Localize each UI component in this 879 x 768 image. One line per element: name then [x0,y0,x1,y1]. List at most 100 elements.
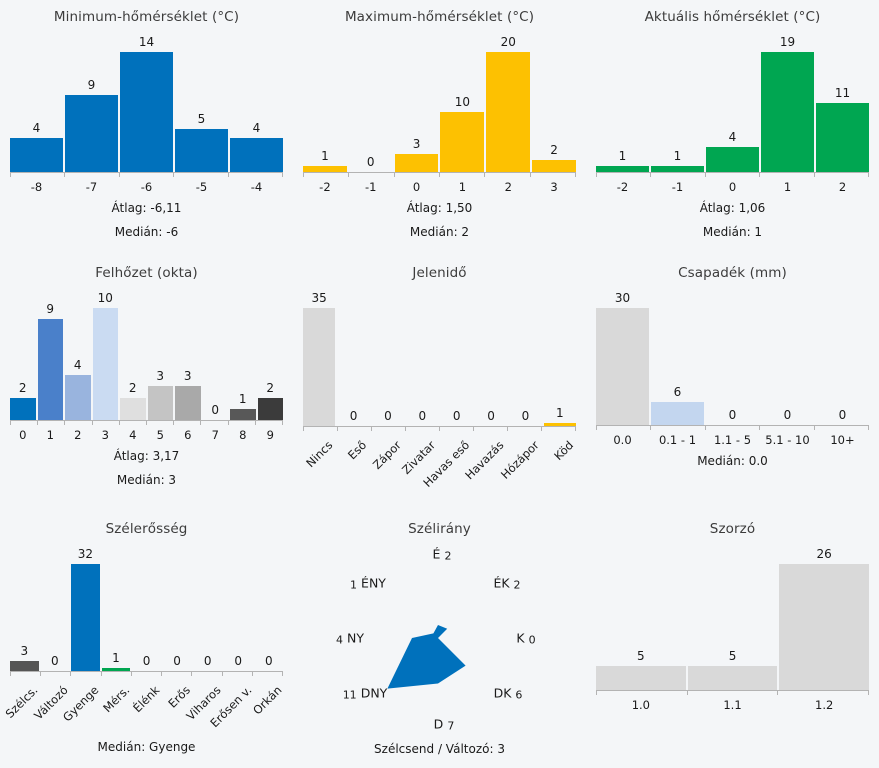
stats-block: Átlag: 3,17 Medián: 3 [0,449,293,487]
stat-line: Medián: Gyenge [97,740,196,754]
direction-count: 7 [447,719,455,733]
x-label-text: 1.0 [631,698,650,712]
x-label: 2 [65,428,91,442]
x-label-text: 0 [412,180,421,194]
bar [761,52,814,172]
x-label-text: 4 [129,428,137,442]
bar [120,52,173,172]
direction-name: ÉNY [361,575,386,591]
direction-name: ÉK [493,575,510,591]
bar-value-label: 0 [142,654,151,668]
bars-row: 4 9 14 5 4 [10,34,283,172]
bar [303,308,336,426]
bar-value-label: 19 [779,35,796,49]
plot-area: 3 0 32 1 0 0 0 0 0 [10,546,283,671]
stat-line: Medián: 0.0 [697,454,768,468]
stats-block: Átlag: 1,50 Medián: 2 [293,201,586,239]
bar-group-present-weather-Hózápor: 0 [509,409,541,426]
x-label: 1.1 - 5 [706,433,759,447]
bar [779,564,870,690]
axis-tick [40,672,42,676]
x-label: 0.1 - 1 [651,433,704,447]
axis-tick [10,672,11,676]
stat-line: Átlag: 1,50 [406,201,473,215]
x-axis [596,690,869,695]
bar-value-label: 0 [521,409,530,423]
x-label-text: -7 [85,180,98,194]
stat-line: Medián: -6 [114,225,179,239]
axis-tick [439,427,440,431]
x-label: 1.1 [688,698,778,712]
x-label-text: 2 [504,180,512,194]
x-label-text: Orkán [250,683,285,718]
axis-tick [777,691,779,695]
direction-count: 0 [528,633,536,647]
axis-tick [759,426,761,430]
chart-min-temperature: Minimum-hőmérséklet (°C) 4 9 14 5 4 -8 -7 -6 -5-… [0,0,293,256]
bar-value-label: 0 [173,654,181,668]
bar-group-wind-strength-Erősen v.: 0 [224,654,253,671]
axis-tick [303,427,304,431]
bar [303,166,347,172]
x-label-text: -1 [671,180,684,194]
axis-tick [337,427,338,431]
bar-value-label: 3 [412,137,421,151]
bar-value-label: 2 [550,143,558,157]
bar [816,103,869,172]
x-label: 4 [120,428,146,442]
chart-cloud-cover: Felhőzet (okta) 2 9 4 10 2 3 3 0 1 2 0 1 2 3 4 5 6 7 8 9 Átl… [0,256,293,512]
bar-group-cloud-cover-2: 4 [65,358,91,420]
x-label: 2 [816,180,869,194]
bar [37,319,63,420]
x-label: -7 [65,180,118,194]
axis-tick [596,691,597,695]
bar [92,308,118,420]
axis-tick [867,173,869,177]
bar-group-cloud-cover-1: 9 [37,302,63,420]
bar-value-label: 0 [264,654,273,668]
bar [230,409,256,420]
bar-group-present-weather-Zivatar: 0 [406,409,438,426]
bar [65,95,118,172]
bar-group-wind-strength-Gyenge: 32 [71,547,100,671]
x-label: Nincs [303,434,335,488]
x-labels-row: Szélcs. Változó Gyenge Mérs. Élénk Erős Viharo… [2,679,285,733]
chart-body: 30 6 0 0 0 0.0 0.1 - 1 1.1 - 5 5.1 - 10 10+ Medián… [586,290,879,468]
x-axis [10,172,283,177]
x-label-text: 1 [46,428,54,442]
x-label-text: 3 [101,428,109,442]
x-axis [10,671,283,676]
bar-group-precipitation-5.1 - 10: 0 [761,408,814,425]
x-label: 0 [395,180,439,194]
bar-group-max-temperature--1: 0 [349,155,393,172]
bar-group-wind-strength-Mérs.: 1 [101,651,131,671]
bar-group-wind-strength-Változó: 0 [41,654,70,671]
bar [147,386,173,420]
x-label: Élénk [130,679,162,733]
chart-multiplier: Szorzó 5 5 26 1.0 1.1 1.2 [586,512,879,768]
bar-group-present-weather-Havazás: 0 [475,409,507,426]
x-label-text: 0 [19,428,27,442]
bar-group-precipitation-0.1 - 1: 6 [651,385,704,425]
x-label: Gyenge [60,679,101,733]
axis-tick [759,173,761,177]
bar [543,423,576,426]
bar-value-label: 30 [614,291,631,305]
bar-group-min-temperature--4: 4 [230,121,283,172]
axis-tick [221,672,223,676]
bar-group-wind-strength-Orkán: 0 [255,654,284,671]
x-label-text: -2 [319,180,331,194]
x-label-text: 9 [266,428,274,442]
chart-title: Szélerősség [105,521,188,537]
x-label-text: 10+ [830,433,855,447]
bar-value-label: 9 [87,78,96,92]
chart-title: Minimum-hőmérséklet (°C) [53,9,240,25]
chart-title: Aktuális hőmérséklet (°C) [644,9,821,25]
bar-group-max-temperature-3: 2 [532,143,576,172]
bar-group-cloud-cover-9: 2 [257,381,283,420]
x-label: 5 [148,428,174,442]
x-labels-row: 1.0 1.1 1.2 [596,698,869,712]
x-label-text: Mérs. [99,683,132,716]
bar [651,402,704,425]
